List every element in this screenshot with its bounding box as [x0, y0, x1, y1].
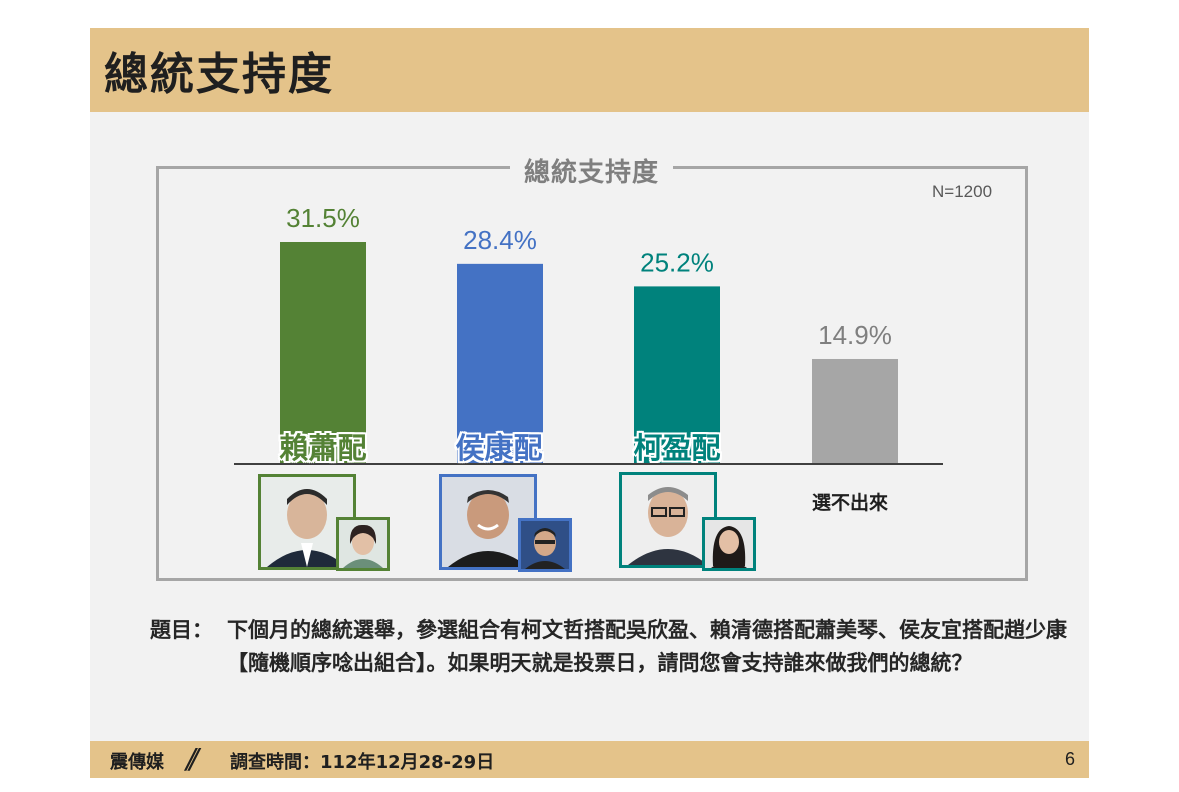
footer-survey-date: 調查時間：112年12月28-29日	[230, 752, 495, 773]
bar-undecided	[812, 358, 898, 464]
header-bar: 總統支持度	[90, 28, 1089, 112]
value-label: 14.9%	[818, 320, 892, 350]
value-label: 28.4%	[463, 225, 537, 255]
category-label-ko-ying: 柯盈配	[633, 431, 721, 465]
footer-separator: //	[186, 742, 199, 775]
slide: 總統支持度 總統支持度 N=1200 31.5% 28.4% 25.2% 14.9% …	[90, 28, 1089, 778]
candidate-photo-ko	[619, 472, 717, 568]
chart-title: 總統支持度	[510, 152, 674, 189]
candidate-photo-wu	[702, 517, 756, 571]
sample-size: N=1200	[932, 182, 993, 201]
bar-ko-ying	[634, 286, 720, 464]
footer-bar: 震傳媒 // 調查時間：112年12月28-29日 6	[90, 741, 1089, 778]
question-text: 下個月的總統選舉，參選組合有柯文哲搭配吳欣盈、賴清德搭配蕭美琴、侯友宜搭配趙少康…	[227, 618, 1067, 675]
question-label: 題目：	[150, 618, 213, 642]
page-number: 6	[1064, 749, 1075, 769]
footer-source: 震傳媒	[110, 752, 164, 773]
candidate-photo-hsiao	[336, 517, 390, 571]
bar-chart: 31.5% 28.4% 25.2% 14.9%	[234, 203, 943, 465]
bar-lai-hsiao	[280, 242, 366, 464]
bar-hou-kang	[457, 263, 543, 464]
page-title: 總統支持度	[104, 49, 334, 100]
value-label: 31.5%	[286, 203, 360, 233]
category-label-undecided: 選不出來	[811, 492, 888, 514]
category-label-hou-kang: 侯康配	[455, 431, 543, 465]
candidate-photo-jaw	[518, 518, 572, 572]
category-label-lai-hsiao: 賴蕭配	[279, 431, 367, 465]
value-label: 25.2%	[640, 247, 714, 277]
